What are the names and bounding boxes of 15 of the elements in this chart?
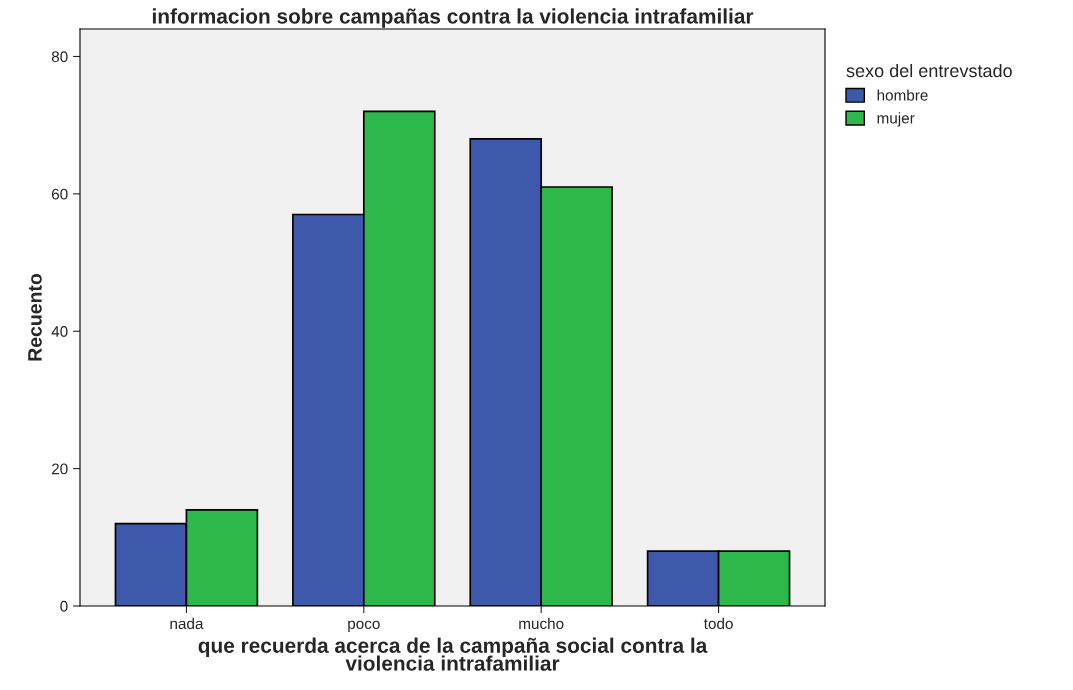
y-tick-label: 0 (60, 600, 68, 612)
x-tick-label: mucho (519, 617, 564, 630)
x-tick-label: todo (703, 617, 733, 630)
y-axis-title: Recuento (28, 273, 42, 361)
chart-title: informacion sobre campañas contra la violencia intrafamiliar (152, 8, 754, 28)
x-tick-label: poco (348, 620, 380, 633)
x-tick-label: nada (170, 617, 204, 630)
y-tick-label: 40 (51, 326, 68, 337)
y-tick-label: 20 (51, 463, 68, 475)
legend-label: mujer (877, 112, 915, 127)
legend-title: sexo del entrevstado (846, 63, 1012, 78)
y-tick-label: 80 (51, 51, 68, 63)
x-axis-title: que recuerda acerca de la campaña social contra la violencia intrafamiliar (198, 637, 708, 671)
y-tick-label: 60 (51, 188, 68, 200)
legend-label: hombre (877, 89, 928, 101)
